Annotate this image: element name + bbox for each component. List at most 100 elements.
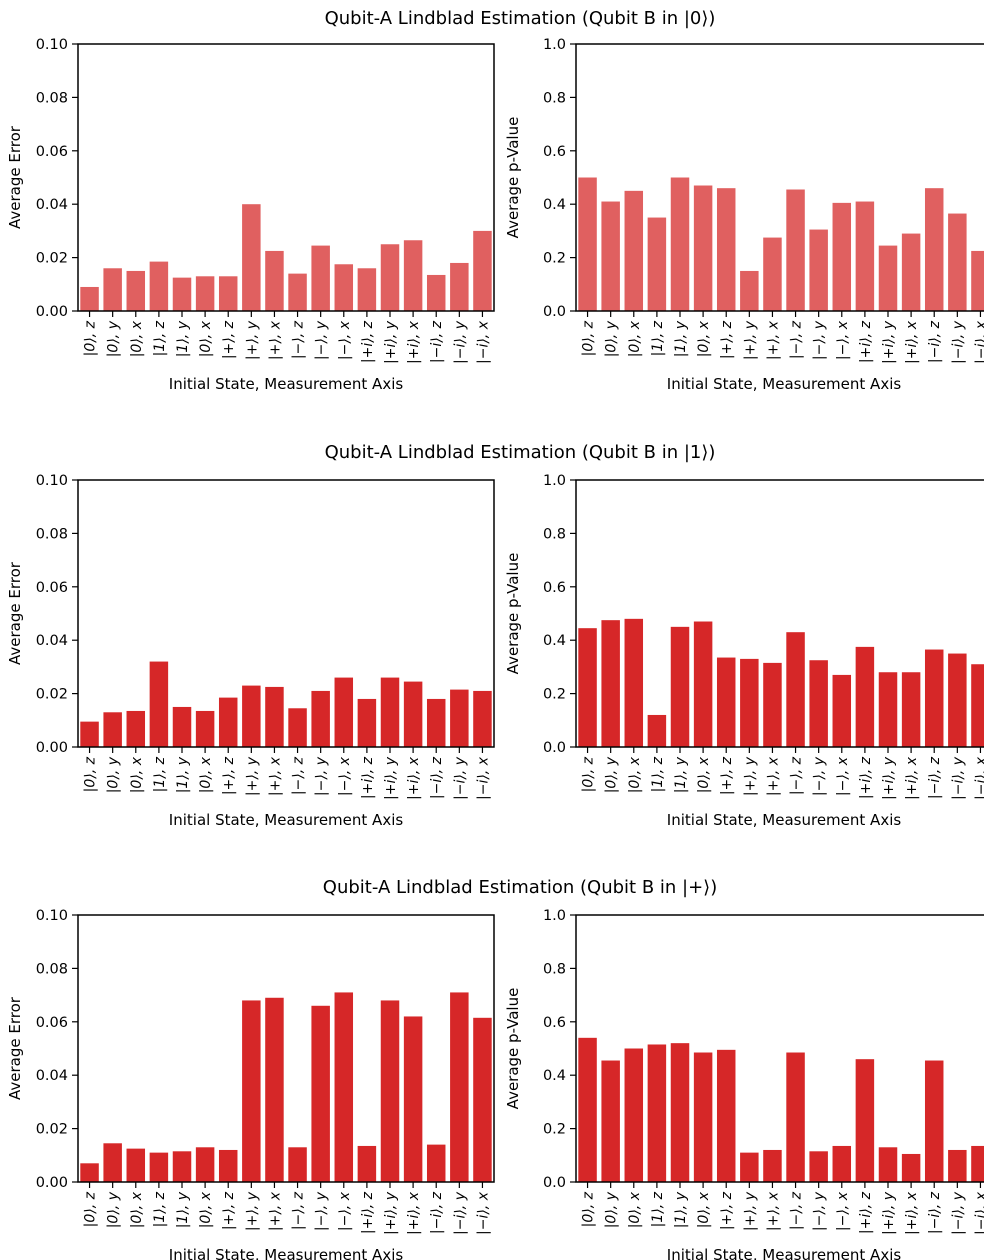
- x-tick-label: |+i⟩, y: [881, 320, 897, 364]
- bar-5: [670, 177, 690, 311]
- x-tick-label: |+⟩, y: [742, 320, 758, 360]
- bar-12: [832, 202, 852, 311]
- bar-16: [426, 274, 446, 311]
- bar-13: [357, 1145, 377, 1182]
- x-tick-label: |−i⟩, x: [973, 756, 984, 800]
- bar-18: [473, 1017, 492, 1182]
- chart-panel-4: 0.0 0.2 0.4 0.6 0.8 1.0 |0⟩, z |0⟩, y |0⟩, x |1⟩,…: [504, 473, 984, 829]
- row-2-title: Qubit-A Lindblad Estimation (Qubit B in …: [325, 442, 716, 463]
- bar-8: [242, 1000, 261, 1182]
- bar-3: [624, 618, 644, 747]
- x-tick-label: |−⟩, z: [291, 756, 307, 795]
- bar-3: [624, 190, 644, 311]
- y-tick-label: 0.10: [36, 473, 68, 489]
- bar-14: [878, 245, 898, 311]
- y-tick-label: 1.0: [543, 473, 566, 489]
- bar-9: [763, 1149, 782, 1182]
- x-tick-label: |−i⟩, x: [475, 320, 491, 364]
- bar-13: [855, 1059, 875, 1182]
- bar-15: [403, 681, 423, 747]
- y-tick-label: 0.8: [543, 961, 566, 977]
- bar-11: [311, 245, 330, 311]
- bar-16: [924, 649, 944, 747]
- x-tick-label: |−⟩, y: [812, 320, 828, 360]
- x-tick-label: |0⟩, z: [83, 756, 99, 792]
- y-tick-label: 0.06: [36, 1015, 68, 1031]
- bar-16: [426, 698, 446, 747]
- x-axis-label: Initial State, Measurement Axis: [667, 811, 902, 829]
- bar-5: [670, 626, 690, 747]
- y-tick-label: 0.06: [36, 580, 68, 596]
- bar-10: [786, 632, 805, 747]
- chart-panel-3: 0.00 0.02 0.04 0.06 0.08 0.10 |0⟩, z |0⟩, y |0⟩,…: [6, 473, 495, 829]
- x-tick-label: |+i⟩, y: [383, 1191, 399, 1235]
- x-tick-label: |1⟩, y: [175, 756, 191, 793]
- bar-15: [901, 233, 921, 311]
- y-axis-label: Average p-Value: [504, 117, 522, 239]
- chart-panel-6: 0.0 0.2 0.4 0.6 0.8 1.0 |0⟩, z |0⟩, y |0⟩, x |1⟩,…: [504, 908, 984, 1260]
- bar-1: [80, 721, 99, 747]
- x-tick-label: |−i⟩, y: [452, 1191, 468, 1235]
- x-tick-label: |−⟩, y: [812, 1191, 828, 1231]
- bar-17: [948, 653, 967, 747]
- bar-18: [473, 690, 492, 747]
- x-tick-label: |+⟩, x: [267, 1191, 283, 1231]
- y-tick-label: 0.2: [543, 1122, 566, 1138]
- y-tick-label: 0.8: [543, 90, 566, 106]
- plot-frame: [77, 479, 495, 748]
- bar-1: [578, 177, 597, 311]
- x-tick-label: |−⟩, z: [789, 1191, 805, 1230]
- bar-14: [380, 1000, 400, 1182]
- plot-frame: [77, 914, 495, 1183]
- x-tick-label: |0⟩, y: [106, 1191, 122, 1228]
- y-tick-label: 0.08: [36, 961, 68, 977]
- x-tick-label: |−⟩, y: [314, 320, 330, 360]
- x-tick-label: |+⟩, z: [221, 320, 237, 359]
- bar-3: [624, 1048, 644, 1182]
- y-tick-label: 0.8: [543, 526, 566, 542]
- y-axis-label: Average Error: [6, 996, 24, 1100]
- x-tick-label: |+i⟩, x: [406, 1191, 422, 1235]
- bar-14: [878, 672, 898, 747]
- x-tick-label: |+⟩, x: [765, 756, 781, 796]
- bar-1: [80, 286, 99, 311]
- x-tick-label: |+⟩, z: [719, 756, 735, 795]
- bar-3: [126, 270, 146, 311]
- x-tick-label: |+i⟩, z: [858, 320, 874, 363]
- bar-14: [380, 677, 400, 747]
- bar-10: [288, 708, 307, 747]
- x-tick-label: |−⟩, z: [789, 320, 805, 359]
- bar-4: [647, 714, 667, 747]
- x-tick-label: |0⟩, x: [129, 756, 145, 793]
- bar-1: [578, 1037, 597, 1182]
- bar-1: [578, 628, 597, 747]
- x-tick-label: |−⟩, x: [337, 320, 353, 360]
- bar-12: [334, 677, 354, 747]
- y-tick-label: 0.08: [36, 90, 68, 106]
- y-axis-label: Average p-Value: [504, 553, 522, 675]
- y-tick-label: 0.02: [36, 251, 68, 267]
- x-tick-label: |−i⟩, z: [429, 320, 445, 363]
- x-tick-label: |+i⟩, y: [881, 756, 897, 800]
- x-tick-label: |−i⟩, y: [950, 320, 966, 364]
- x-tick-label: |0⟩, x: [627, 320, 643, 357]
- x-tick-label: |−⟩, z: [291, 320, 307, 359]
- x-tick-label: |+i⟩, y: [383, 320, 399, 364]
- x-tick-label: |+i⟩, z: [360, 756, 376, 799]
- bar-6: [195, 710, 215, 747]
- bar-11: [809, 1151, 828, 1182]
- bar-8: [740, 270, 759, 311]
- x-tick-label: |+i⟩, x: [904, 756, 920, 800]
- x-tick-label: |0⟩, y: [106, 756, 122, 793]
- x-tick-label: |−i⟩, z: [927, 756, 943, 799]
- x-tick-label: |1⟩, y: [673, 1191, 689, 1228]
- bar-17: [450, 262, 469, 311]
- x-tick-label: |−⟩, x: [337, 1191, 353, 1231]
- x-tick-label: |−⟩, z: [291, 1191, 307, 1230]
- x-tick-label: |+⟩, z: [719, 1191, 735, 1230]
- bar-14: [878, 1147, 898, 1182]
- y-tick-label: 0.6: [543, 580, 566, 596]
- bar-4: [149, 261, 169, 311]
- bar-9: [265, 686, 284, 747]
- bar-13: [357, 268, 377, 311]
